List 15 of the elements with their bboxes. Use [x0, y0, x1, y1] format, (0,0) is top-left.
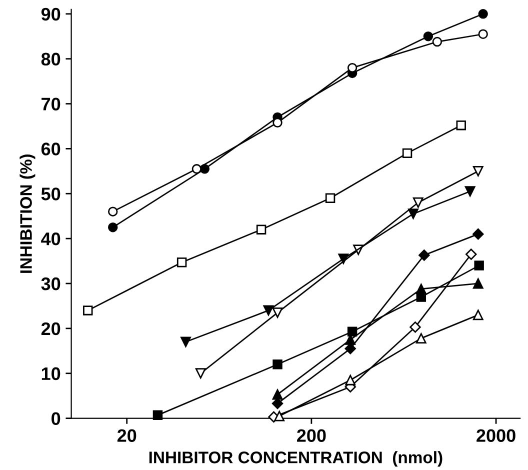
x-tick-label: 2000	[476, 429, 516, 442]
y-axis-title: INHIBITION (%)	[20, 154, 36, 273]
x-axis-title: INHIBITOR CONCENTRATION (nmol)	[149, 451, 442, 467]
y-tick-label: 40	[41, 232, 60, 246]
y-tick-label: 30	[41, 277, 60, 290]
x-tick-label: 20	[117, 429, 136, 442]
x-tick-label: 200	[297, 429, 326, 442]
y-tick-label: 0	[52, 412, 60, 426]
y-tick-label: 70	[42, 98, 60, 110]
y-tick-label: 80	[41, 52, 60, 66]
y-tick-label: 20	[41, 322, 60, 336]
y-tick-label: 90	[41, 8, 60, 21]
y-tick-label: 10	[42, 367, 60, 380]
y-tick-label: 60	[41, 142, 60, 156]
y-tick-label: 50	[41, 188, 60, 200]
